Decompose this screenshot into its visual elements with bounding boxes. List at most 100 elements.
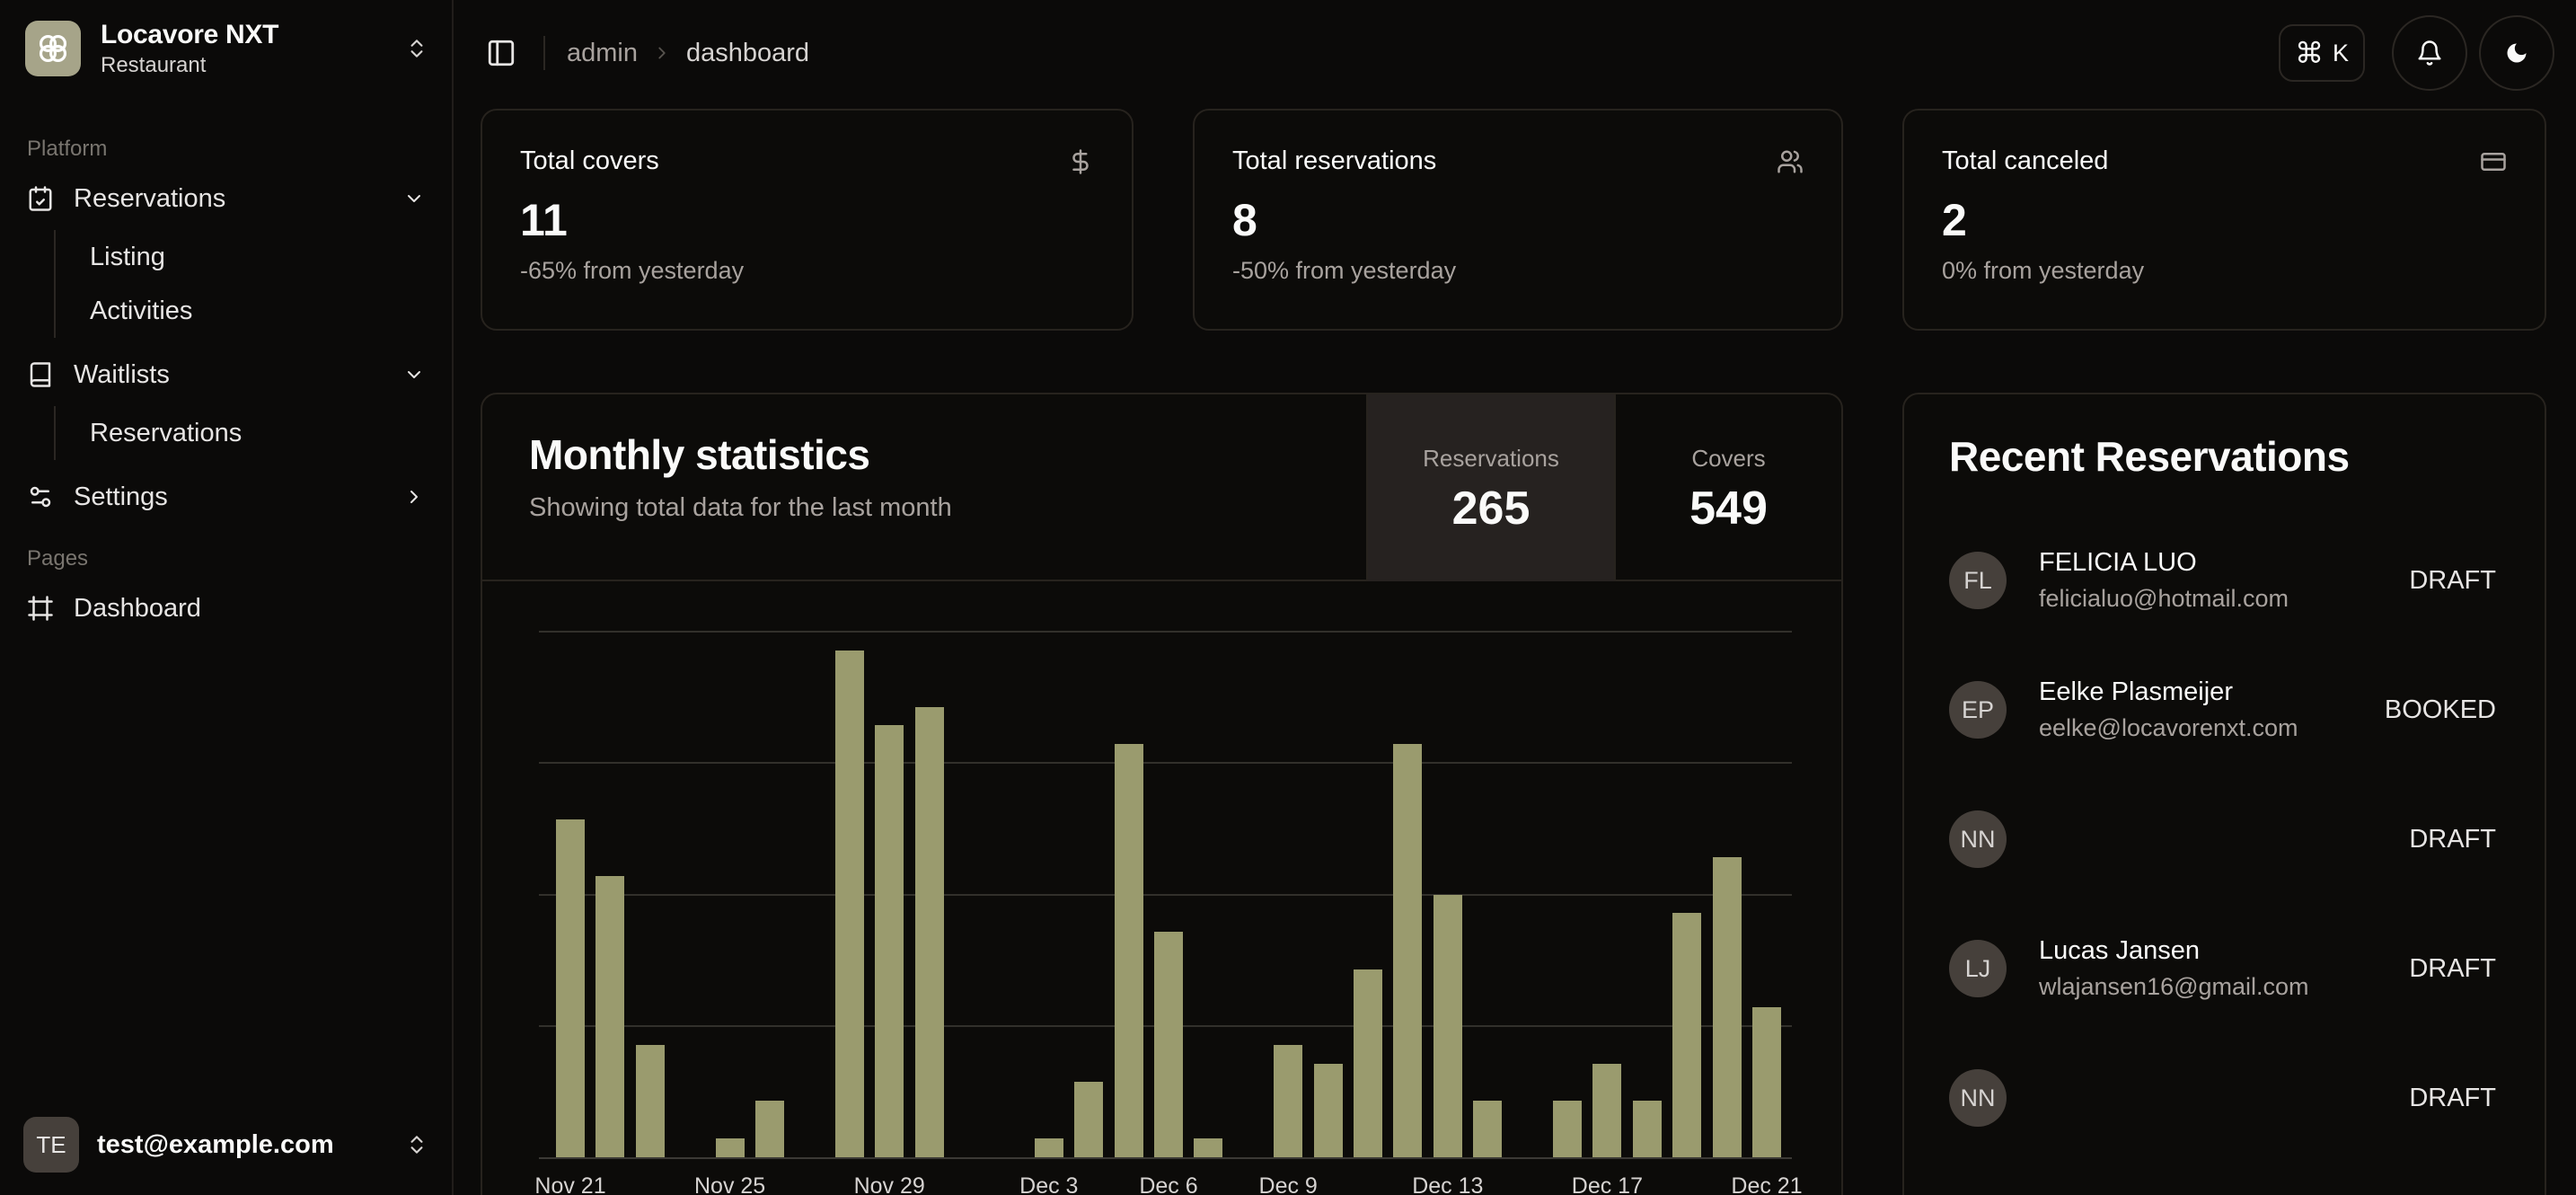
chart-bar-nov-23 <box>635 1044 665 1157</box>
command-k-button[interactable]: ⌘ K <box>2279 24 2365 82</box>
stat-card-delta: -50% from yesterday <box>1232 257 1457 284</box>
reservation-row[interactable]: NN DRAFT <box>1949 775 2496 904</box>
command-k-label: K <box>2332 39 2349 66</box>
sidebar-nav: Platform Reservations Listing Activities Wai… <box>14 115 437 636</box>
topbar-divider <box>543 36 545 70</box>
chart-bar-dec-14 <box>1473 1101 1503 1157</box>
sidebar-item-reservations[interactable]: Reservations <box>14 171 437 226</box>
tab-reservations[interactable]: Reservations 265 <box>1366 394 1614 581</box>
sidebar-item-label: Reservations <box>74 183 226 213</box>
book-icon <box>27 361 54 388</box>
chart-bar-dec-19 <box>1672 913 1702 1157</box>
stat-card-header: Total covers <box>520 146 1094 176</box>
sidebar-item-waitlists[interactable]: Waitlists <box>14 347 437 403</box>
chart-x-tick-dec-3: Dec 3 <box>1019 1173 1079 1195</box>
chevron-down-icon[interactable] <box>403 188 425 209</box>
stat-card-header: Total reservations <box>1232 146 1804 176</box>
dollar-sign-icon <box>1067 148 1094 175</box>
sidebar-subitem-activities[interactable]: Activities <box>90 296 193 325</box>
chart-x-tick-dec-9: Dec 9 <box>1258 1173 1318 1195</box>
tab-value: 549 <box>1689 482 1768 535</box>
chevrons-up-down-icon[interactable] <box>405 37 428 60</box>
chevrons-up-down-icon[interactable] <box>405 1133 428 1156</box>
chart-bar-nov-22 <box>595 875 625 1157</box>
sidebar-item-label: Waitlists <box>74 359 170 389</box>
user-avatar: TE <box>23 1117 79 1173</box>
chart-bar-nov-29 <box>875 725 904 1157</box>
sidebar-item-dashboard[interactable]: Dashboard <box>14 580 437 636</box>
monthly-bar-chart: Nov 21 Nov 25 Nov 29 Dec 3 Dec 6 Dec 9 Dec 13 D… <box>534 631 1803 1195</box>
reservation-status-badge: DRAFT <box>2409 565 2496 595</box>
reservation-info: FELICIA LUO felicialuo@hotmail.com <box>2039 548 2289 613</box>
sidebar-subitem-listing[interactable]: Listing <box>90 242 165 271</box>
stat-card-value: 2 <box>1942 195 1967 245</box>
moon-icon <box>2504 40 2529 66</box>
stat-card-title: Total reservations <box>1232 146 1437 175</box>
chart-x-tick-dec-13: Dec 13 <box>1412 1173 1484 1195</box>
chart-bar-dec-13 <box>1433 894 1462 1157</box>
chart-bar-dec-16 <box>1553 1101 1582 1157</box>
command-icon: ⌘ <box>2294 37 2324 69</box>
monthly-subtitle: Showing total data for the last month <box>529 493 952 522</box>
credit-card-icon <box>2480 148 2507 175</box>
chart-x-tick-dec-17: Dec 17 <box>1571 1173 1643 1195</box>
chart-bar-dec-9 <box>1274 1044 1303 1157</box>
chart-gridline <box>539 631 1792 633</box>
tab-covers[interactable]: Covers 549 <box>1614 394 1841 581</box>
workspace-logo <box>25 21 81 76</box>
sidebar-item-settings[interactable]: Settings <box>14 469 437 525</box>
chart-bar-dec-21 <box>1752 1006 1781 1157</box>
reservation-avatar: LJ <box>1949 940 2007 997</box>
chart-bar-dec-5 <box>1114 744 1143 1157</box>
settings-icon <box>27 483 54 510</box>
stat-card-value: 11 <box>520 195 568 245</box>
sidebar-subitems-reservations: Listing Activities <box>54 230 437 338</box>
reservation-status-badge: DRAFT <box>2409 953 2496 983</box>
calendar-check-icon <box>27 185 54 212</box>
chart-gridline <box>539 762 1792 765</box>
stat-card-delta: -65% from yesterday <box>520 257 745 284</box>
chart-gridline <box>539 893 1792 896</box>
workspace-name: Locavore NXT <box>101 19 279 49</box>
theme-toggle-button[interactable] <box>2479 15 2554 91</box>
tab-value: 265 <box>1451 482 1531 535</box>
chart-bar-nov-30 <box>914 706 944 1157</box>
notifications-button[interactable] <box>2392 15 2467 91</box>
user-menu[interactable]: TE test@example.com <box>14 1109 437 1181</box>
reservation-avatar: NN <box>1949 810 2007 868</box>
stat-card-title: Total canceled <box>1942 146 2109 175</box>
recent-reservations-title: Recent Reservations <box>1949 433 2350 480</box>
tab-label: Covers <box>1691 444 1766 472</box>
reservation-row[interactable]: FL FELICIA LUO felicialuo@hotmail.com DRAFT <box>1949 516 2496 645</box>
reservation-name: Eelke Plasmeijer <box>2039 677 2233 706</box>
workspace-switcher[interactable]: Locavore NXT Restaurant <box>14 13 439 84</box>
reservation-row[interactable]: EP Eelke Plasmeijer eelke@locavorenxt.com B… <box>1949 645 2496 775</box>
chevron-right-icon[interactable] <box>403 486 425 508</box>
chart-x-tick-nov-25: Nov 25 <box>693 1173 766 1195</box>
reservation-row[interactable]: LJ Lucas Jansen wlajansen16@gmail.com DRAFT <box>1949 904 2496 1033</box>
breadcrumb-admin[interactable]: admin <box>567 38 638 67</box>
reservation-row[interactable]: NN DRAFT <box>1949 1033 2496 1163</box>
monthly-titles: Monthly statistics Showing total data fo… <box>529 430 952 523</box>
sidebar: Locavore NXT Restaurant Platform Reservat… <box>0 0 454 1195</box>
monthly-header: Monthly statistics Showing total data fo… <box>482 394 1841 581</box>
stat-card-total-covers: Total covers 11 -65% from yesterday <box>481 109 1134 331</box>
sidebar-item-label: Dashboard <box>74 593 201 623</box>
sidebar-toggle-button[interactable] <box>481 32 522 74</box>
sidebar-item-label: Settings <box>74 482 168 511</box>
chart-bar-dec-17 <box>1592 1063 1622 1157</box>
tab-label: Reservations <box>1423 444 1559 472</box>
sidebar-subitem-reservations[interactable]: Reservations <box>90 418 243 447</box>
chevron-down-icon[interactable] <box>403 364 425 385</box>
stat-card-header: Total canceled <box>1942 146 2507 176</box>
stat-card-delta: 0% from yesterday <box>1942 257 2145 284</box>
reservation-name: FELICIA LUO <box>2039 548 2197 577</box>
topbar: admin dashboard <box>454 0 2576 106</box>
user-email: test@example.com <box>97 1129 334 1159</box>
chart-x-tick-dec-6: Dec 6 <box>1139 1173 1198 1195</box>
monthly-title: Monthly statistics <box>529 431 870 478</box>
sidebar-subitems-waitlists: Reservations <box>54 406 437 460</box>
chart-bar-dec-18 <box>1632 1101 1662 1157</box>
chart-bar-dec-12 <box>1393 744 1423 1157</box>
monthly-tabs: Reservations 265 Covers 549 <box>1366 394 1841 581</box>
